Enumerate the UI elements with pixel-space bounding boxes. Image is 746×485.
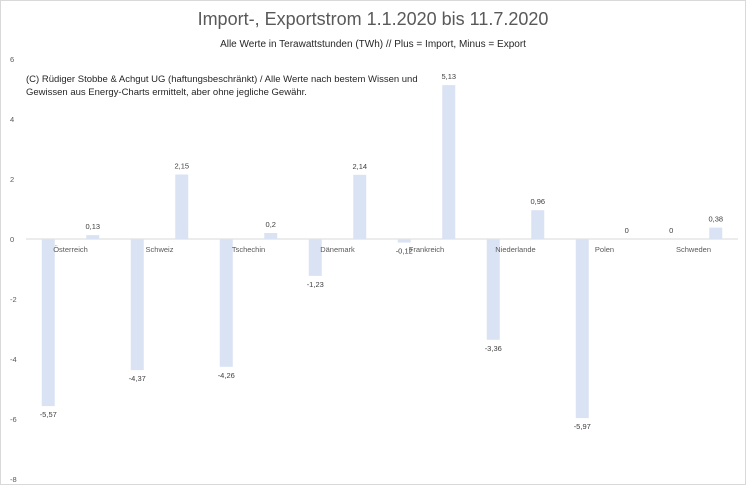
bar [486, 239, 500, 340]
data-label: 5,13 [441, 72, 456, 81]
data-label: -3,36 [485, 344, 502, 353]
bar [130, 239, 144, 371]
bar [442, 85, 456, 239]
category-label: Österreich [53, 245, 88, 254]
category-label: Tschechin [232, 245, 265, 254]
data-label: 2,15 [174, 162, 189, 171]
copyright-note: (C) Rüdiger Stobbe & Achgut UG (haftungs… [26, 74, 418, 98]
data-label: -4,37 [129, 374, 146, 383]
y-tick-label: 2 [10, 175, 14, 184]
chart-title: Import-, Exportstrom 1.1.2020 bis 11.7.2… [197, 9, 549, 29]
data-label: -4,26 [218, 371, 235, 380]
y-tick-label: 4 [10, 115, 14, 124]
y-tick-label: -8 [10, 475, 17, 484]
bar [575, 239, 589, 419]
y-tick-label: -6 [10, 415, 17, 424]
data-label: -5,57 [40, 410, 57, 419]
data-label: 0,2 [266, 220, 276, 229]
y-tick-label: -2 [10, 295, 17, 304]
category-label: Niederlande [495, 245, 535, 254]
bar [308, 239, 322, 276]
category-label: Dänemark [320, 245, 355, 254]
data-label: 0 [669, 226, 673, 235]
bar [86, 235, 100, 239]
bar [709, 227, 723, 239]
data-label: 0,38 [708, 215, 723, 224]
bar [175, 174, 189, 239]
category-label: Schweiz [146, 245, 174, 254]
data-label: -5,97 [574, 422, 591, 431]
bar [219, 239, 233, 367]
y-tick-label: 6 [10, 55, 14, 64]
y-tick-label: -4 [10, 355, 17, 364]
data-label: -0,12 [396, 247, 413, 256]
bar [531, 210, 545, 239]
y-tick-label: 0 [10, 235, 14, 244]
data-label: 0 [625, 226, 629, 235]
chart-subtitle: Alle Werte in Terawattstunden (TWh) // P… [220, 39, 526, 50]
data-label: 0,96 [530, 197, 545, 206]
category-label: Frankreich [409, 245, 444, 254]
data-label: -1,23 [307, 280, 324, 289]
bar [353, 174, 367, 239]
bar [397, 239, 411, 243]
bar [41, 239, 55, 407]
bar [264, 233, 278, 239]
category-label: Schweden [676, 245, 711, 254]
category-label: Polen [595, 245, 614, 254]
data-label: 0,13 [85, 222, 100, 231]
data-label: 2,14 [352, 162, 367, 171]
